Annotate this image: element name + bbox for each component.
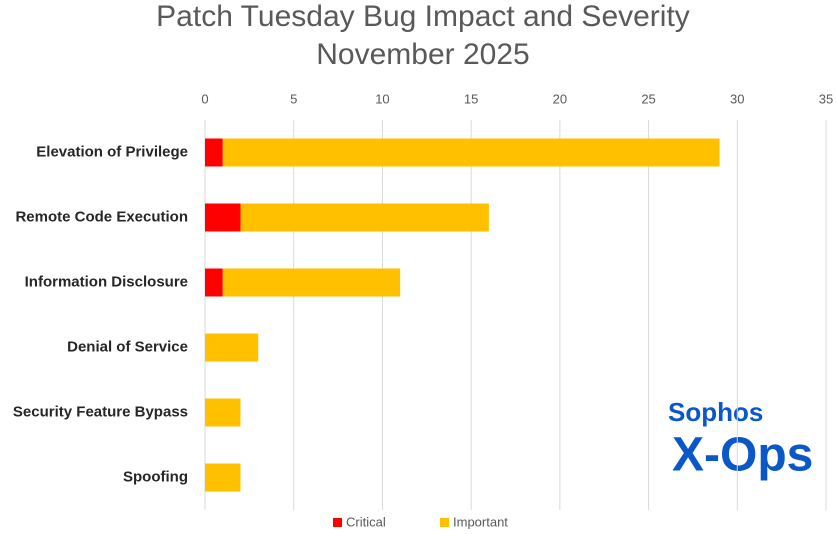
legend-swatch — [333, 518, 342, 527]
x-tick-label: 5 — [290, 91, 297, 106]
x-tick-label: 0 — [201, 91, 208, 106]
chart-title: Patch Tuesday Bug Impact and Severity — [156, 0, 690, 33]
logo-text: Sophos — [668, 397, 763, 427]
bar-segment — [222, 138, 720, 167]
x-tick-label: 35 — [819, 91, 833, 106]
x-tick-label: 30 — [730, 91, 744, 106]
bar-segment — [205, 333, 259, 362]
bar-segment — [205, 138, 223, 167]
bar-segment — [205, 203, 241, 232]
y-tick-label: Denial of Service — [67, 338, 188, 355]
bar-segment — [205, 398, 241, 427]
legend-swatch — [440, 518, 449, 527]
bar-segment — [205, 463, 241, 492]
bar-segment — [205, 268, 223, 297]
x-tick-label: 15 — [464, 91, 478, 106]
chart-title: November 2025 — [316, 38, 529, 71]
legend-label: Important — [453, 514, 508, 529]
y-tick-label: Security Feature Bypass — [13, 403, 188, 420]
y-tick-label: Elevation of Privilege — [36, 143, 188, 160]
x-tick-label: 25 — [641, 91, 655, 106]
logo-text: X-Ops — [672, 429, 813, 482]
y-tick-label: Information Disclosure — [25, 273, 188, 290]
bar-segment — [222, 268, 401, 297]
y-tick-label: Spoofing — [123, 468, 188, 485]
x-tick-label: 20 — [553, 91, 567, 106]
legend-label: Critical — [346, 514, 386, 529]
y-tick-label: Remote Code Execution — [15, 208, 188, 225]
x-tick-label: 10 — [375, 91, 389, 106]
bar-segment — [240, 203, 489, 232]
